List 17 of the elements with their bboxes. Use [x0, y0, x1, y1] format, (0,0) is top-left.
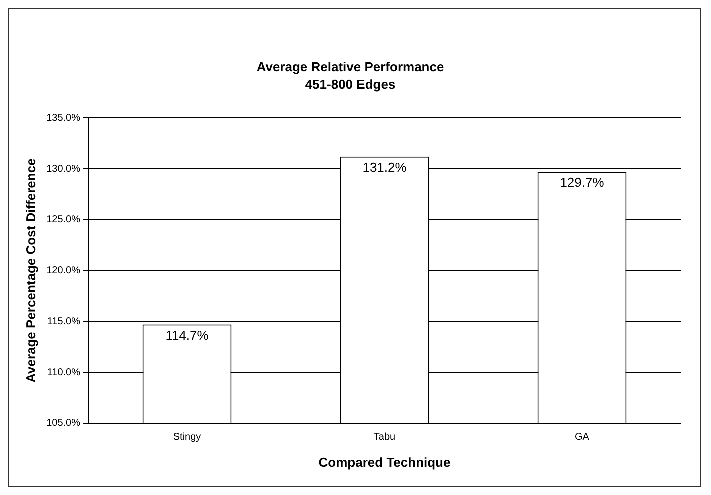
y-tick-label: 125.0% — [46, 214, 81, 226]
y-axis-title: Average Percentage Cost Difference — [23, 158, 38, 383]
y-tick-label: 115.0% — [47, 316, 81, 328]
data-label: 114.7% — [166, 328, 210, 343]
x-tick-label: Stingy — [173, 432, 202, 444]
x-tick-label: Tabu — [374, 432, 396, 444]
y-tick-label: 105.0% — [46, 418, 81, 430]
y-tick-label: 135.0% — [46, 112, 81, 124]
chart-title: Average Relative Performance — [256, 59, 444, 74]
data-label: 131.2% — [362, 160, 408, 175]
data-label: 129.7% — [560, 175, 605, 190]
y-tick-label: 120.0% — [46, 266, 81, 277]
x-tick-label: GA — [575, 432, 590, 444]
y-tick-label: 110.0% — [47, 367, 81, 378]
chart-subtitle: 451-800 Edges — [305, 76, 396, 92]
x-axis-title: Compared Technique — [318, 454, 451, 470]
y-tick-label: 130.0% — [46, 164, 81, 175]
